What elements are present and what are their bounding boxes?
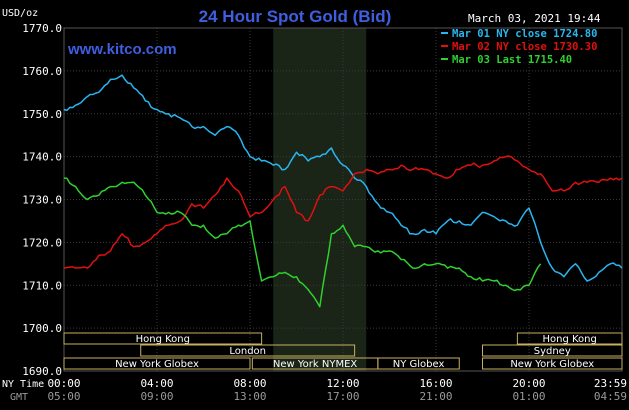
legend-label-mar02: Mar 02 NY close 1730.30 xyxy=(452,41,597,53)
x-tick-label-gmt: 04:59 xyxy=(594,390,627,403)
session-box xyxy=(140,344,356,357)
session-label: New York NYMEX xyxy=(273,359,358,370)
trading-sessions: Hong Kong London New York Globex New York N… xyxy=(63,332,623,370)
session-label: London xyxy=(229,346,266,357)
x-tick-label-ny: 08:00 xyxy=(233,377,266,390)
x-tick-label-gmt: 05:00 xyxy=(47,390,80,403)
session-label: NY Globex xyxy=(393,359,445,370)
x-tick-label-gmt: 09:00 xyxy=(140,390,173,403)
session-box xyxy=(63,332,263,345)
kitco-watermark: www.kitco.com xyxy=(67,41,177,58)
series-line-mar01 xyxy=(63,74,623,282)
timestamp: March 03, 2021 19:44 xyxy=(468,12,601,25)
session-box xyxy=(63,357,251,370)
session-box xyxy=(377,357,460,370)
x-tick-label-ny: 23:59 xyxy=(594,377,627,390)
series-line-mar02 xyxy=(63,155,623,269)
session-label: New York Globex xyxy=(115,359,199,370)
y-tick-label: 1700.0 xyxy=(22,322,62,335)
session-box xyxy=(482,357,623,370)
session-label: Sydney xyxy=(534,346,571,357)
y-tick-label: 1740.0 xyxy=(22,151,62,164)
y-tick-label: 1710.0 xyxy=(22,279,62,292)
legend: Mar 01 NY close 1724.80 Mar 02 NY close … xyxy=(441,28,597,66)
y-tick-label: 1750.0 xyxy=(22,108,62,121)
y-axis-ticks: 1770.0 1760.0 1750.0 1740.0 1730.0 1720.0 1710… xyxy=(22,22,62,378)
session-label: Hong Kong xyxy=(136,334,190,345)
y-tick-label: 1760.0 xyxy=(22,65,62,78)
legend-label-mar03: Mar 03 Last 1715.40 xyxy=(452,54,572,66)
x-tick-label-gmt: 17:00 xyxy=(326,390,359,403)
unit-label: USD/oz xyxy=(2,8,38,19)
ny-time-label: NY Time xyxy=(2,379,44,390)
x-tick-label-gmt: 13:00 xyxy=(233,390,266,403)
x-tick-label-ny: 12:00 xyxy=(326,377,359,390)
x-tick-label-ny: 20:00 xyxy=(512,377,545,390)
session-box xyxy=(482,344,623,357)
series-line-mar03 xyxy=(63,177,542,308)
y-tick-label: 1770.0 xyxy=(22,22,62,35)
session-label: Hong Kong xyxy=(543,334,597,345)
plot-frame xyxy=(63,27,623,372)
series-lines xyxy=(63,74,623,308)
x-tick-label-ny: 00:00 xyxy=(47,377,80,390)
y-tick-label: 1730.0 xyxy=(22,194,62,207)
legend-label-mar01: Mar 01 NY close 1724.80 xyxy=(452,28,597,40)
y-tick-label: 1720.0 xyxy=(22,236,62,249)
x-tick-label-gmt: 21:00 xyxy=(419,390,452,403)
y-tick-label: 1690.0 xyxy=(22,365,62,378)
session-box xyxy=(516,332,623,345)
session-label: New York Globex xyxy=(510,359,594,370)
x-tick-label-ny: 04:00 xyxy=(140,377,173,390)
x-tick-label-gmt: 01:00 xyxy=(512,390,545,403)
x-tick-label-ny: 16:00 xyxy=(419,377,452,390)
gmt-label: GMT xyxy=(10,392,28,403)
chart-title: 24 Hour Spot Gold (Bid) xyxy=(199,7,392,26)
